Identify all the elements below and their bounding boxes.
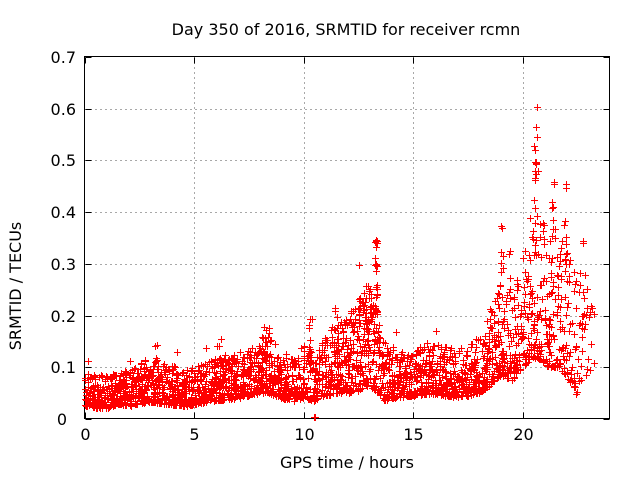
- y-tick-label: 0: [57, 410, 67, 429]
- y-tick-labels: 0 0.1 0.2 0.3 0.4 0.5 0.6 0.7: [51, 48, 76, 429]
- y-tick-label: 0.2: [51, 307, 76, 326]
- x-tick-label: 10: [294, 425, 314, 444]
- plot-border: [84, 56, 610, 419]
- x-tick-labels: 0 5 10 15 20: [80, 425, 533, 444]
- y-tick-label: 0.4: [51, 203, 76, 222]
- y-tick-label: 0.3: [51, 255, 76, 274]
- x-tick-label: 5: [189, 425, 199, 444]
- x-axis-label: GPS time / hours: [280, 453, 414, 472]
- chart-title: Day 350 of 2016, SRMTID for receiver rcm…: [172, 20, 521, 39]
- y-tick-label: 0.1: [51, 358, 76, 377]
- x-tick-label: 15: [403, 425, 423, 444]
- x-tick-label: 0: [80, 425, 90, 444]
- data-points: [82, 104, 598, 421]
- axis-ticks: [85, 57, 610, 420]
- gridlines: [85, 57, 610, 419]
- x-tick-label: 20: [513, 425, 533, 444]
- y-tick-label: 0.7: [51, 48, 76, 67]
- y-tick-label: 0.6: [51, 100, 76, 119]
- y-axis-label: SRMTID / TECUs: [6, 222, 25, 351]
- y-tick-label: 0.5: [51, 151, 76, 170]
